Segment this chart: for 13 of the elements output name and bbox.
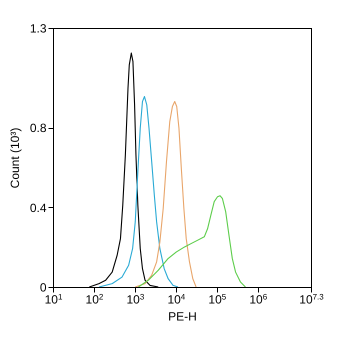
x-axis-title: PE-H bbox=[168, 310, 197, 324]
y-tick-label: 0.8 bbox=[30, 121, 47, 136]
x-tick-label: 10$^{2}$ bbox=[86, 292, 104, 306]
x-tick-label: 10$^{1}$ bbox=[44, 292, 63, 306]
x-tick-label: 10$^{6}$ bbox=[249, 292, 268, 306]
y-tick-label: 0 bbox=[40, 280, 47, 294]
x-tick-label: 10$^{3}$ bbox=[126, 292, 145, 306]
y-tick-label: 0.4 bbox=[30, 200, 47, 215]
y-axis-title: Count (10³) bbox=[8, 128, 22, 188]
x-tick-label: 10$^{5}$ bbox=[208, 292, 227, 306]
y-tick-label: 1.3 bbox=[30, 22, 47, 36]
x-tick-label: 10$^{4}$ bbox=[167, 292, 186, 306]
x-tick-label: 10$^{7.3}$ bbox=[299, 292, 324, 306]
